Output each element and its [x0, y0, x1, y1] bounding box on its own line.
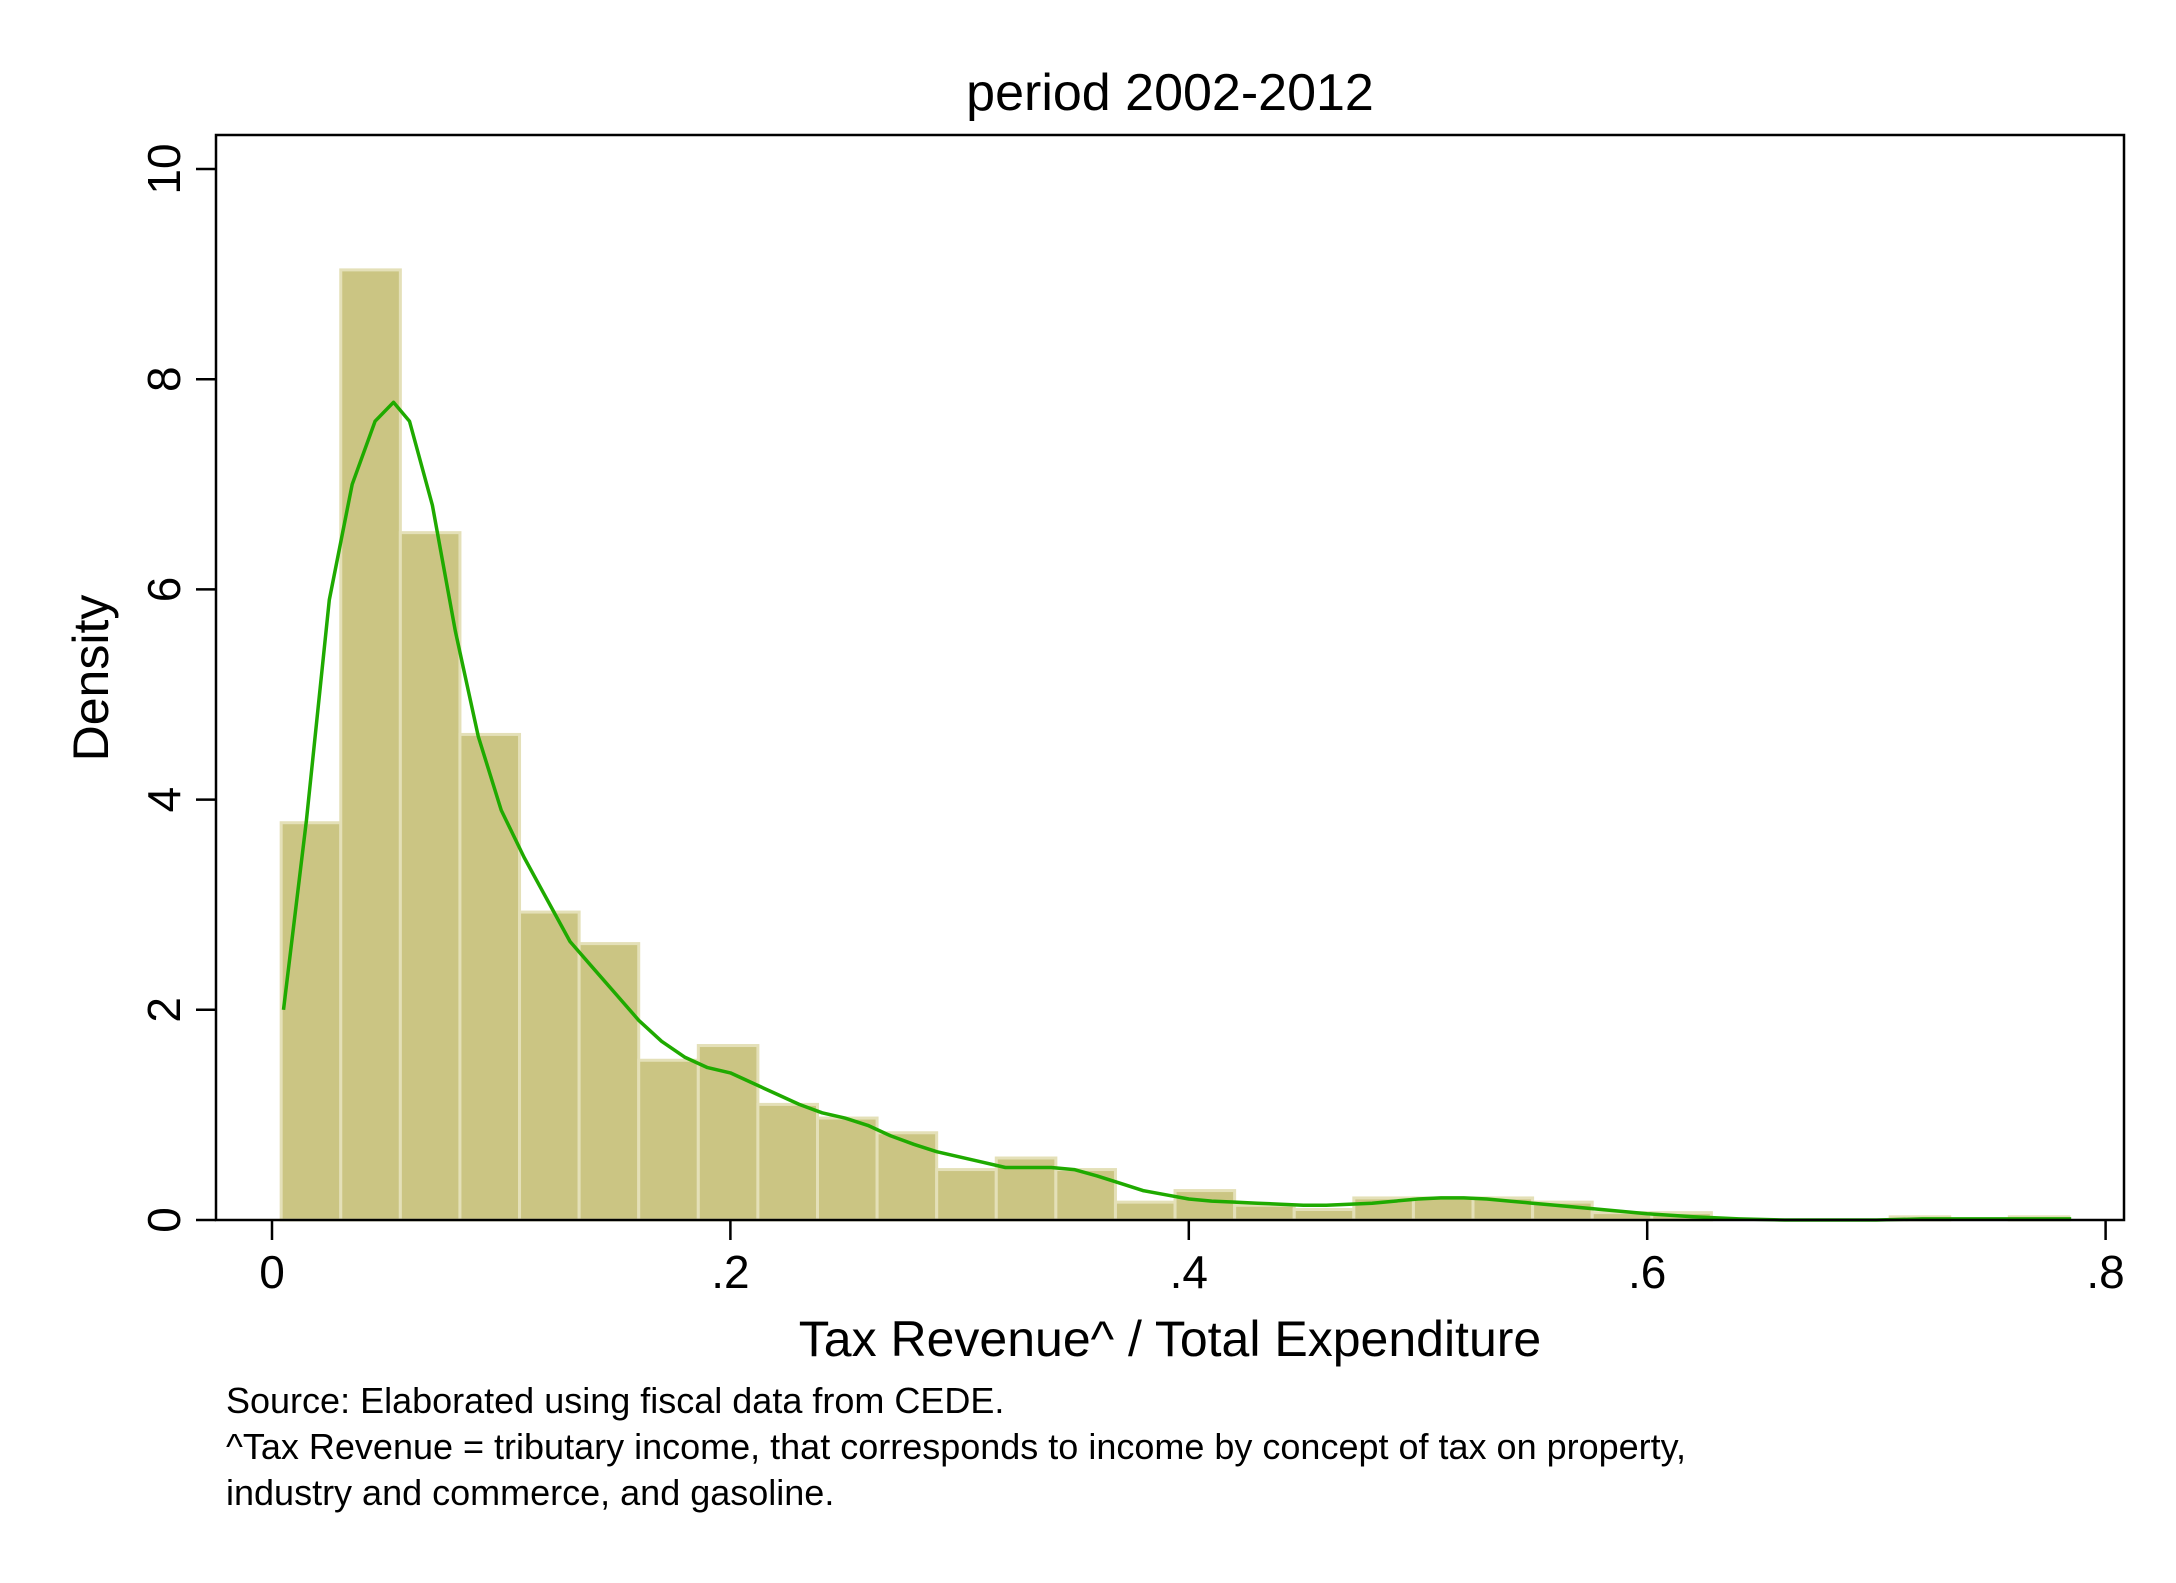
x-tick-label-0: 0: [259, 1246, 285, 1298]
histogram-bar-14: [1113, 1200, 1177, 1222]
histogram-bar-6: [637, 1058, 700, 1222]
y-tick-label-2: 4: [138, 787, 190, 813]
histogram-bar-10: [875, 1131, 939, 1222]
y-tick-label-1: 2: [138, 997, 190, 1023]
x-axis-label: Tax Revenue^ / Total Expenditure: [799, 1311, 1541, 1367]
y-tick-label-3: 6: [138, 577, 190, 603]
x-tick-label-1: .2: [711, 1246, 749, 1298]
y-tick-label-0: 0: [138, 1207, 190, 1233]
y-axis: 0 2 4 6 8 10: [138, 143, 216, 1233]
source-note: Source: Elaborated using fiscal data fro…: [226, 1380, 1005, 1421]
x-tick-label-3: .6: [1628, 1246, 1666, 1298]
histogram-bar-5: [577, 942, 641, 1222]
bars-layer: [279, 268, 2071, 1222]
chart-title: period 2002-2012: [966, 64, 1374, 122]
histogram-bar-11: [935, 1168, 998, 1222]
histogram-bar-16: [1233, 1203, 1296, 1222]
plot-frame: [214, 133, 2126, 1222]
histogram-bar-15: [1173, 1189, 1237, 1222]
x-axis: 0 .2 .4 .6 .8: [259, 1220, 2125, 1298]
histogram-bar-17: [1292, 1207, 1356, 1222]
x-tick-label-2: .4: [1170, 1246, 1208, 1298]
density-curve: [281, 400, 2072, 1222]
footnote-line-1: ^Tax Revenue = tributary income, that co…: [226, 1426, 1686, 1467]
y-tick-label-5: 10: [138, 143, 190, 194]
histogram-bar-9: [815, 1116, 879, 1222]
histogram-bar-3: [458, 732, 522, 1222]
histogram-bar-0: [279, 821, 343, 1222]
histogram-bar-4: [518, 910, 581, 1222]
histogram-bar-1: [339, 268, 402, 1222]
histogram-bar-8: [756, 1102, 819, 1222]
footnote-line-2: industry and commerce, and gasoline.: [226, 1472, 835, 1513]
histogram-bar-19: [1411, 1196, 1475, 1222]
chart-notes: Source: Elaborated using fiscal data fro…: [226, 1378, 1686, 1516]
y-tick-label-4: 8: [138, 366, 190, 392]
x-tick-label-4: .8: [2086, 1246, 2124, 1298]
y-axis-label: Density: [63, 595, 119, 762]
histogram-bar-2: [398, 531, 462, 1222]
